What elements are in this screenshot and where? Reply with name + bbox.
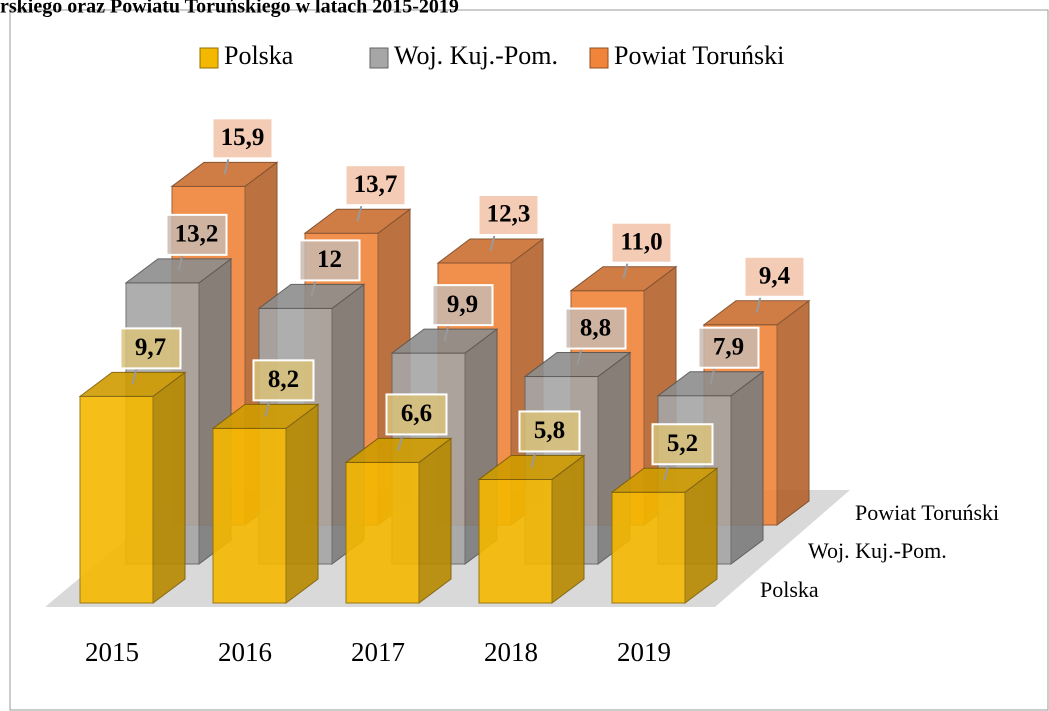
legend-label: Woj. Kuj.-Pom. [394, 41, 558, 70]
x-tick-label: 2019 [617, 637, 671, 667]
value-label-box [252, 359, 315, 402]
x-tick-label: 2018 [484, 637, 538, 667]
value-label-box [431, 284, 494, 327]
value-label: 6,6 [401, 400, 432, 427]
value-label: 7,9 [713, 333, 744, 360]
value-label-box [697, 326, 760, 369]
value-label-box [385, 393, 448, 436]
depth-label: Powiat Toruński [855, 500, 999, 525]
value-label: 12 [317, 246, 342, 273]
value-label-box [298, 239, 361, 282]
bar [78, 371, 187, 604]
value-label: 5,8 [534, 417, 565, 444]
bar-side [418, 437, 452, 604]
value-label-box [477, 194, 540, 237]
leader-line [131, 368, 138, 385]
value-label: 8,2 [268, 366, 299, 393]
value-label-box [610, 221, 673, 264]
depth-label: Polska [760, 577, 819, 602]
legend-swatch [199, 47, 219, 69]
bar-side [730, 370, 764, 565]
leader-line [709, 367, 716, 384]
bar [610, 467, 719, 604]
bar [211, 403, 320, 604]
value-label-box [564, 307, 627, 350]
x-tick-label: 2017 [351, 637, 405, 667]
value-label-box [651, 423, 714, 466]
legend-swatch [369, 47, 389, 69]
value-label-box [119, 327, 182, 370]
value-label-box [743, 255, 806, 298]
x-tick-label: 2016 [218, 637, 272, 667]
leader-line [576, 348, 583, 365]
leader-line [177, 254, 184, 272]
chart-title: rskiego oraz Powiatu Toruńskiego w latac… [0, 0, 459, 18]
value-label: 9,4 [759, 263, 791, 290]
leader-line [489, 234, 496, 252]
depth-label: Woj. Kuj.-Pom. [808, 538, 947, 563]
bar-front [79, 395, 154, 604]
x-tick-label: 2015 [85, 637, 139, 667]
leader-line [310, 280, 317, 297]
bar-front [478, 478, 553, 604]
legend-swatch [589, 47, 609, 69]
leader-line [663, 463, 670, 481]
leader-line [264, 400, 271, 417]
leader-line [223, 158, 230, 175]
value-label: 9,9 [447, 291, 478, 318]
value-label: 13,7 [354, 171, 398, 198]
bar-side [152, 371, 186, 604]
bar-top [436, 238, 545, 264]
bar [344, 437, 453, 604]
value-label-box [518, 410, 581, 453]
bar [477, 454, 586, 604]
value-label: 11,0 [620, 228, 662, 255]
leader-line [443, 324, 450, 342]
legend-label: Powiat Toruński [614, 41, 784, 70]
value-label: 8,8 [580, 314, 611, 341]
leader-line [530, 451, 537, 468]
value-label-box [165, 213, 228, 256]
bar-front [611, 491, 686, 604]
value-label: 13,2 [175, 221, 219, 248]
bar-side [285, 403, 319, 604]
bar-front [212, 427, 287, 604]
value-label: 12,3 [487, 201, 531, 228]
value-label-box [211, 117, 274, 160]
legend-label: Polska [224, 41, 294, 70]
leader-line [397, 434, 404, 451]
bar-side [776, 299, 810, 526]
value-label: 9,7 [135, 334, 166, 361]
value-label: 5,2 [667, 430, 698, 457]
bar-front [345, 461, 420, 604]
leader-line [755, 296, 762, 314]
leader-line [622, 262, 629, 279]
bar-side [551, 454, 585, 604]
value-label-box [344, 164, 407, 207]
value-label: 15,9 [221, 124, 265, 151]
leader-line [356, 204, 363, 222]
